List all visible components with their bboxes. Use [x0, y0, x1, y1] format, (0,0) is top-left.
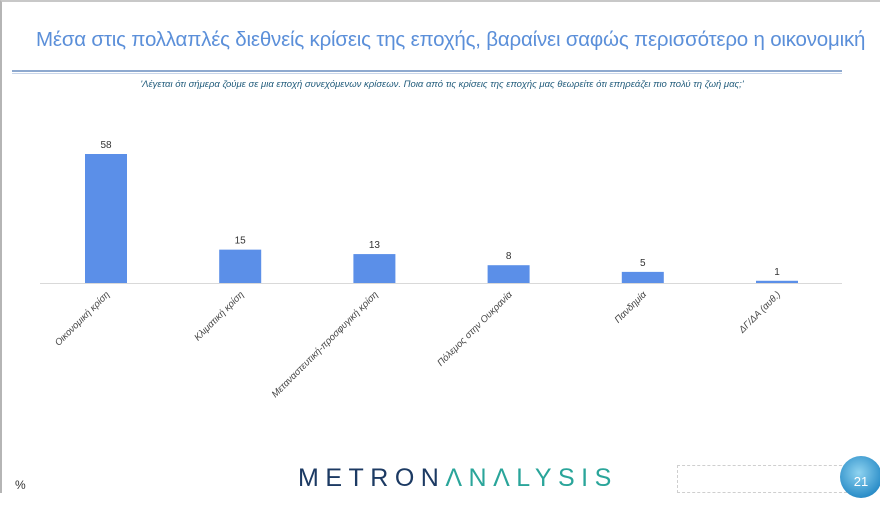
- data-label: 15: [235, 236, 247, 247]
- chart-question: 'Λέγεται ότι σήμερα ζούμε σε μια εποχή σ…: [140, 79, 744, 90]
- bar: [487, 265, 530, 283]
- data-label: 58: [100, 140, 112, 151]
- page-number-badge: 21: [840, 456, 880, 498]
- page-title: Μέσα στις πολλαπλές διεθνείς κρίσεις της…: [36, 28, 866, 51]
- category-label: Μεταναστευτική-προσφυγική κρίση: [270, 289, 381, 400]
- bar: [756, 280, 798, 283]
- bar: [353, 254, 396, 283]
- title-divider: [12, 70, 842, 72]
- metron-analysis-logo: METRONΛNΛLYSIS: [298, 464, 618, 492]
- data-label: 8: [506, 251, 512, 262]
- unit-label: %: [15, 478, 26, 492]
- category-label: Κλιματική κρίση: [192, 289, 246, 343]
- bar: [621, 271, 664, 283]
- category-label: Πανδημία: [613, 289, 650, 326]
- category-label: Πόλεμος στην Ουκρανία: [435, 289, 515, 369]
- title-divider-thin: [12, 73, 842, 74]
- data-label: 13: [369, 240, 381, 251]
- bar: [219, 249, 262, 283]
- footer-placeholder-box: [677, 465, 847, 493]
- bar: [85, 154, 127, 283]
- category-label: Οικονομική κρίση: [53, 289, 112, 348]
- data-label: 1: [774, 267, 780, 278]
- data-label: 5: [640, 258, 646, 269]
- category-label: ΔΓ/ΔΑ (αυθ.): [736, 289, 783, 336]
